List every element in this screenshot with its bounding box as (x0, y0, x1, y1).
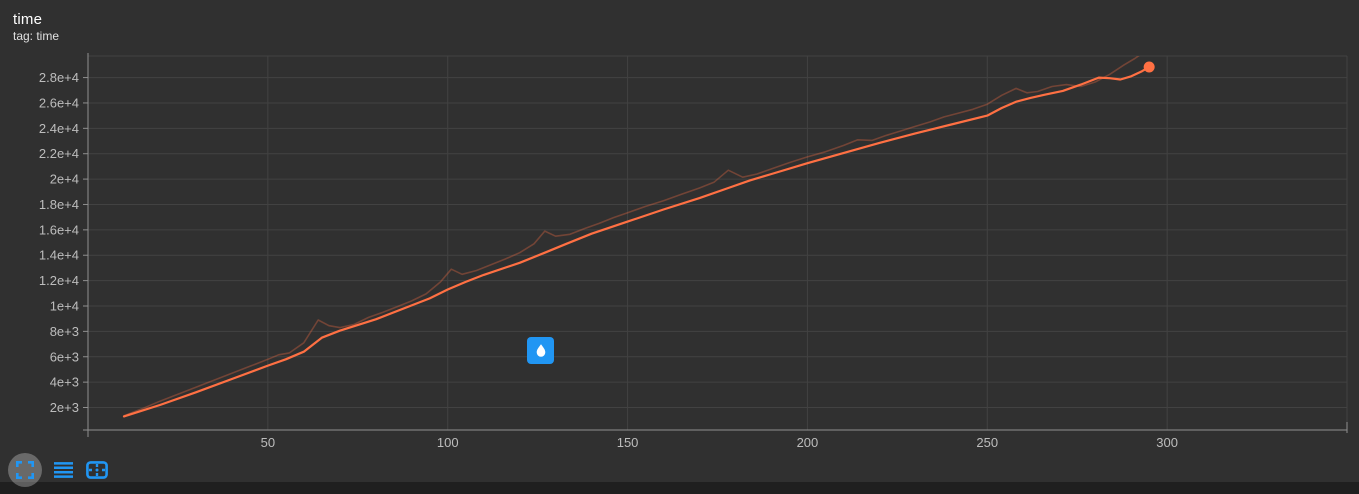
card-toolbar (8, 451, 110, 489)
y-tick-label: 2.4e+4 (39, 121, 79, 136)
y-tick-label: 1e+4 (50, 298, 79, 313)
smoothed-series-line (122, 65, 1151, 418)
y-tick-label: 2.6e+4 (39, 95, 79, 110)
y-tick-label: 1.6e+4 (39, 222, 79, 237)
card-bottom-edge (0, 482, 1359, 494)
data-table-icon (53, 462, 73, 478)
water-drop-button[interactable] (527, 337, 554, 364)
y-tick-label: 6e+3 (50, 349, 79, 364)
y-tick-label: 1.2e+4 (39, 273, 79, 288)
fullscreen-corners-icon (16, 461, 34, 479)
card-tag: tag: time (13, 29, 60, 43)
y-tick-label: 1.8e+4 (39, 197, 79, 212)
fullscreen-button[interactable] (8, 453, 42, 487)
card-title: time (13, 11, 43, 28)
x-tick-label: 200 (797, 435, 819, 450)
line-chart[interactable]: 2e+3 4e+3 6e+3 8e+3 1e+4 1.2e+4 1.4e+4 1.6e+4 1.… (0, 0, 1359, 460)
y-tick-label: 2.8e+4 (39, 70, 79, 85)
card-header: time tag: time (13, 11, 59, 44)
y-tick-label: 1.4e+4 (39, 248, 79, 263)
x-tick-label: 100 (437, 435, 459, 450)
x-tick-label: 50 (261, 435, 275, 450)
water-drop-icon (536, 343, 545, 357)
y-tick-label: 2.2e+4 (39, 146, 79, 161)
x-tick-label: 150 (617, 435, 639, 450)
raw-series-line (123, 56, 1140, 417)
fit-to-viewport-icon (86, 461, 108, 479)
data-table-button[interactable] (50, 457, 76, 483)
x-tick-label: 250 (976, 435, 998, 450)
y-tick-label: 2e+4 (50, 172, 79, 187)
y-tick-label: 2e+3 (50, 400, 79, 415)
series-end-dot (1143, 61, 1155, 73)
y-tick-label: 4e+3 (50, 375, 79, 390)
fit-to-viewport-button[interactable] (84, 457, 110, 483)
y-tick-label: 8e+3 (50, 324, 79, 339)
x-tick-label: 300 (1156, 435, 1178, 450)
